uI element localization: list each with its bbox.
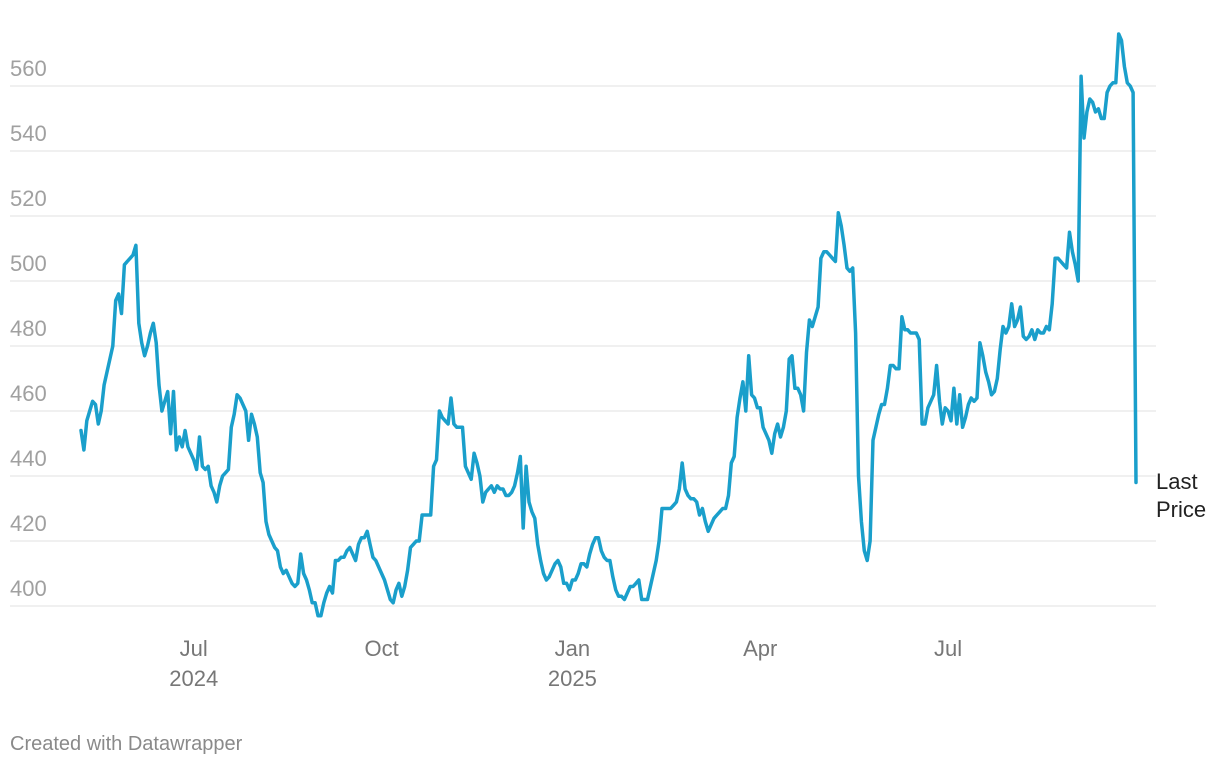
- y-tick-label: 520: [10, 186, 47, 211]
- y-tick-label: 400: [10, 576, 47, 601]
- x-tick-label: Jul: [180, 636, 208, 661]
- end-label-line2: Price: [1156, 497, 1206, 522]
- series: [79, 32, 1138, 618]
- x-tick-year-label: 2024: [169, 666, 218, 691]
- x-tick-year-label: 2025: [548, 666, 597, 691]
- x-axis-ticks: Jul 2024 Oct Jan 2025 Apr Jul: [169, 636, 962, 691]
- x-tick-label: Jan: [555, 636, 590, 661]
- y-tick-label: 480: [10, 316, 47, 341]
- credit-text: Created with Datawrapper: [10, 733, 243, 755]
- y-tick-label: 560: [10, 56, 47, 81]
- y-axis-ticks: 400 420 440 460 480 500 520 540 560: [10, 56, 47, 601]
- y-tick-label: 420: [10, 511, 47, 536]
- gridlines: [10, 85, 1156, 607]
- y-tick-label: 540: [10, 121, 47, 146]
- end-label-line1: Last: [1156, 469, 1198, 494]
- x-tick-label: Oct: [364, 636, 398, 661]
- x-tick-label: Apr: [743, 636, 777, 661]
- y-tick-label: 440: [10, 446, 47, 471]
- series-line-price: [79, 32, 1138, 618]
- y-tick-label: 500: [10, 251, 47, 276]
- y-tick-label: 460: [10, 381, 47, 406]
- x-tick-label: Jul: [934, 636, 962, 661]
